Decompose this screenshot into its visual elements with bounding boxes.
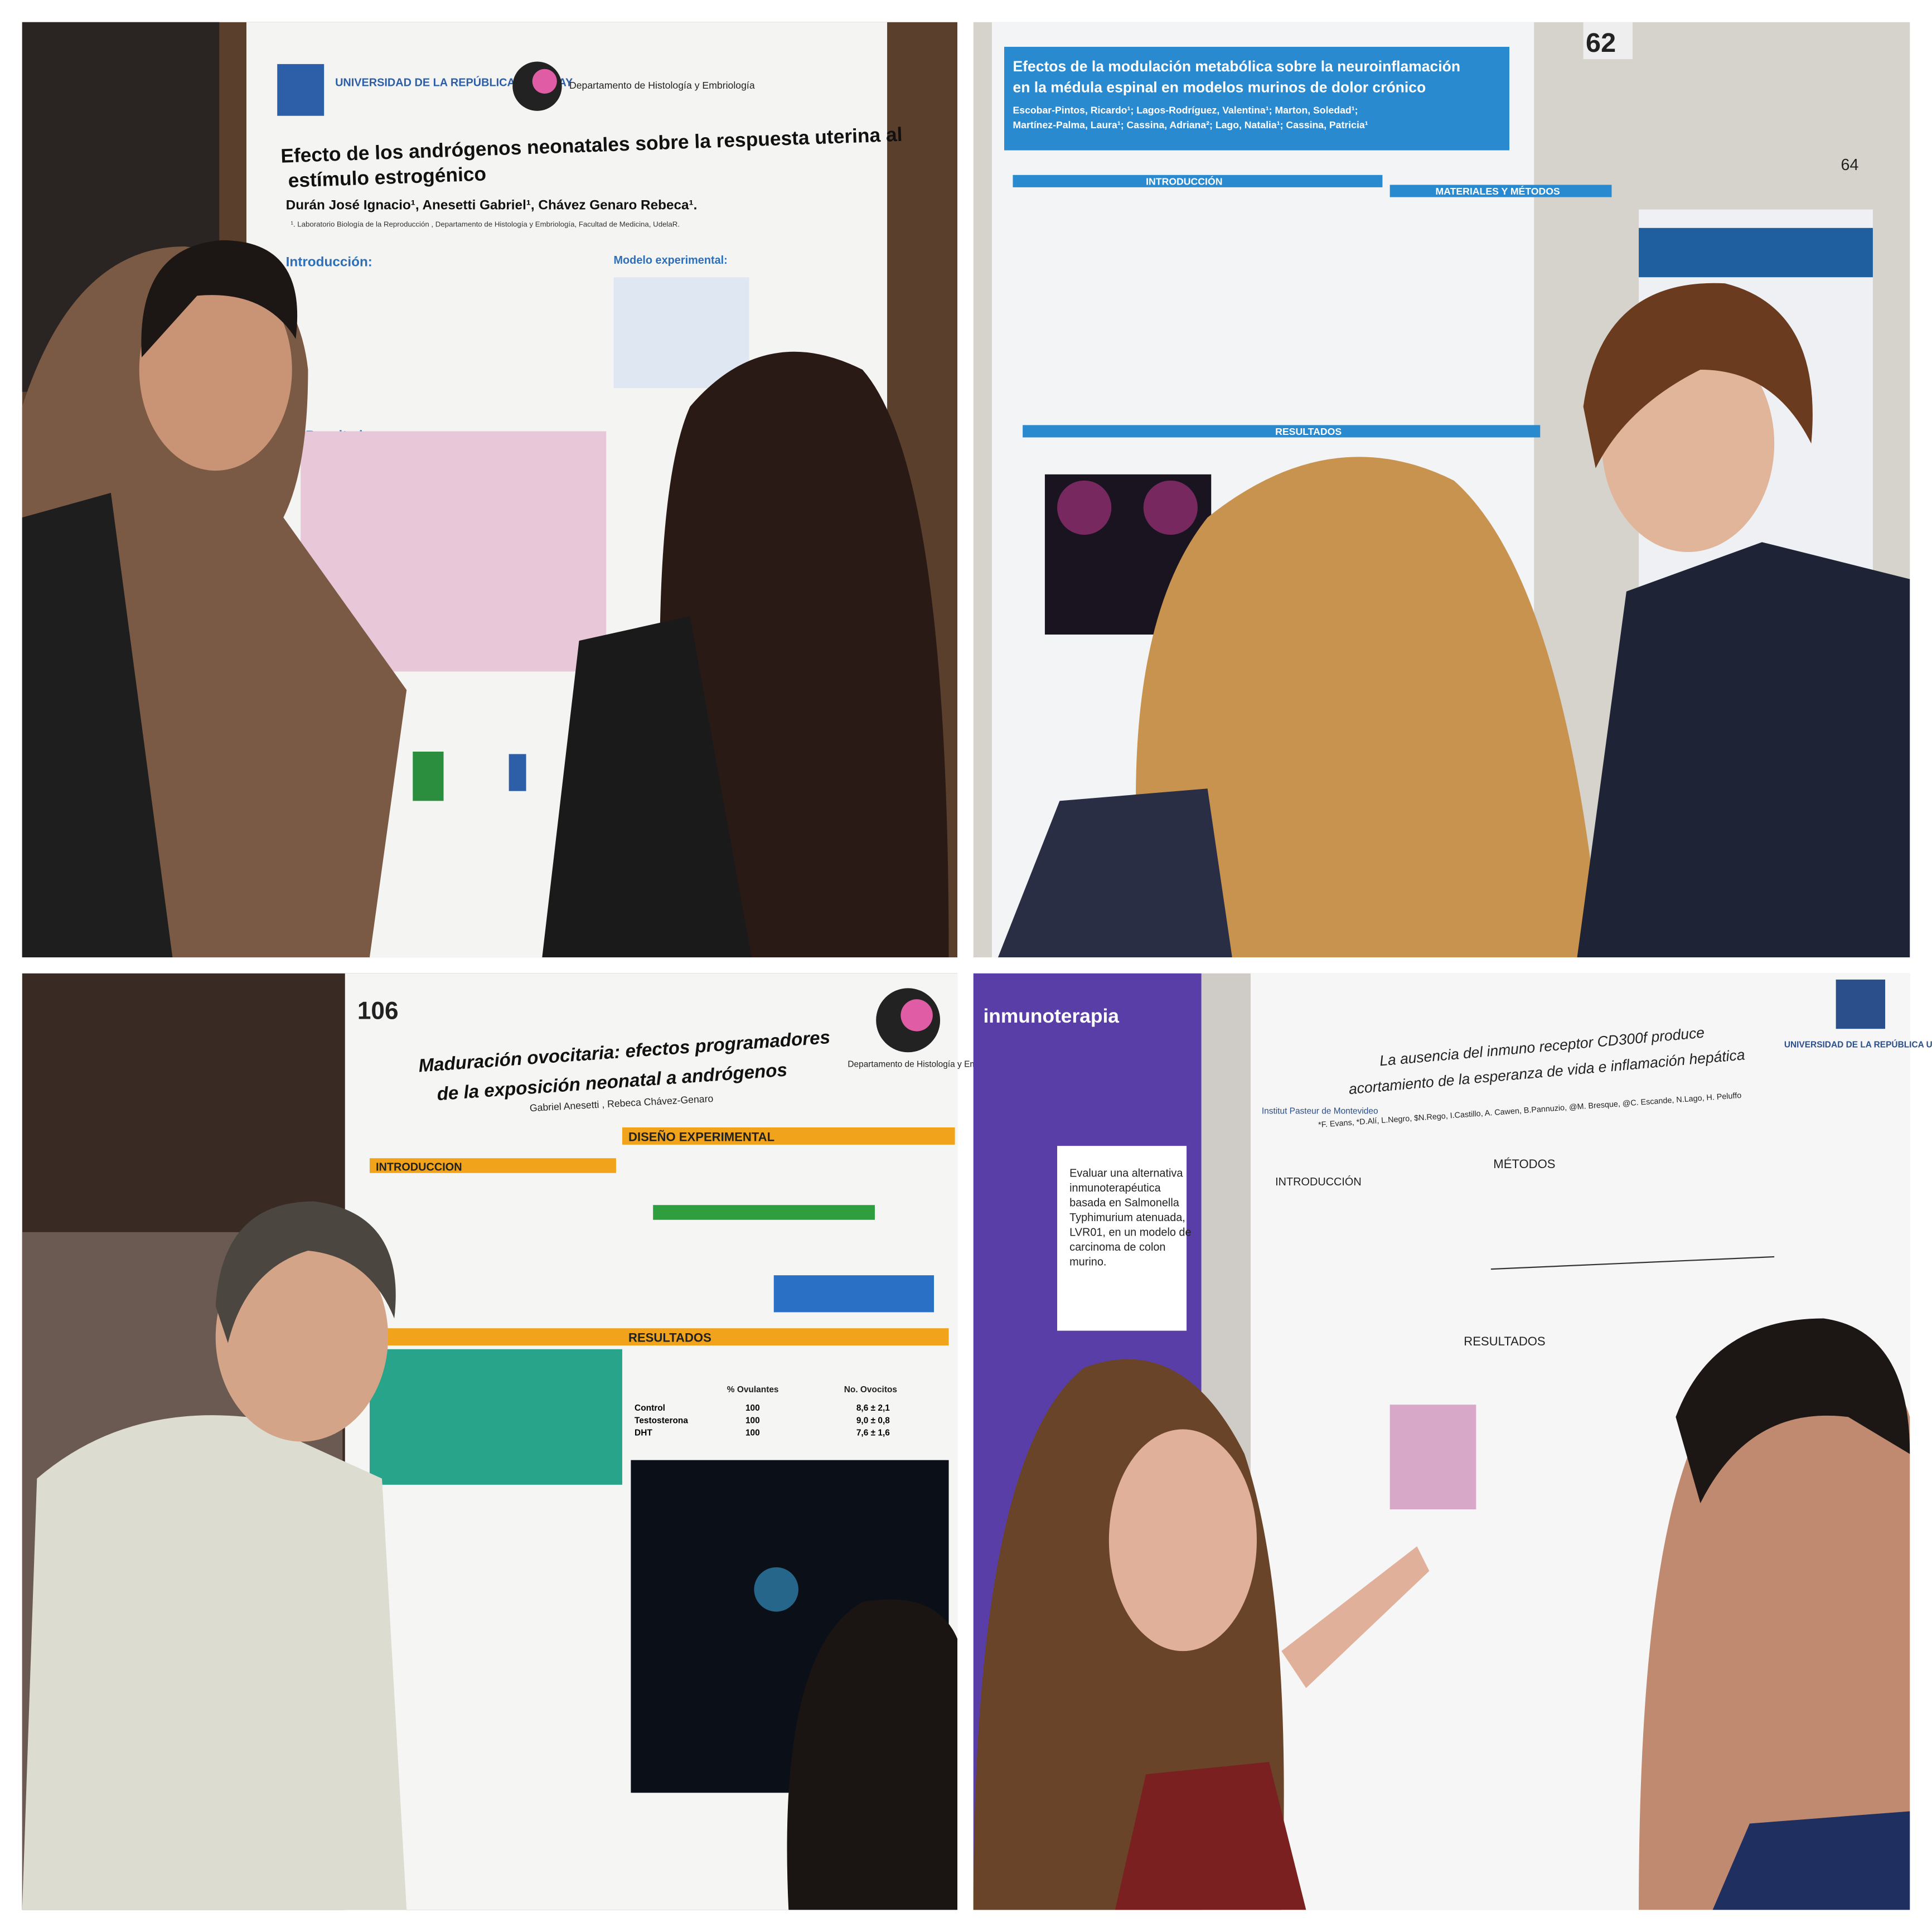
side-title: inmunoterapia <box>983 1005 1119 1027</box>
logo <box>277 64 325 116</box>
man-hair <box>1676 1318 1910 1503</box>
section-heading: RESULTADOS <box>1275 426 1342 437</box>
photo-2: 62 64 Efectos de la modulación metabólic… <box>973 22 1910 958</box>
table-cell: 8,6 ± 2,1 <box>856 1403 890 1413</box>
logo-text: Departamento de Histología y Embriología <box>848 1060 1010 1069</box>
man-shirt <box>1712 1811 1910 1910</box>
man-sweater <box>1577 542 1910 958</box>
affiliation: ¹. Laboratorio Biología de la Reproducci… <box>291 220 680 229</box>
table-cell: 100 <box>745 1403 760 1413</box>
table-cell: 9,0 ± 0,8 <box>856 1416 890 1425</box>
poster-number: 62 <box>1586 28 1616 58</box>
table: Control 100 8,6 ± 2,1 Testosterona 100 9… <box>635 1403 890 1437</box>
logo-text: Departamento de Histología y Embriología <box>569 80 755 91</box>
table-cell: Testosterona <box>635 1416 688 1425</box>
table-cell: Control <box>635 1403 665 1413</box>
man-hair <box>1583 283 1813 468</box>
section-band <box>1013 175 1383 187</box>
side-text-line: inmunoterapéutica <box>1069 1182 1161 1194</box>
man-face <box>1639 1357 1910 1910</box>
poster-number: 106 <box>357 998 399 1025</box>
logo-text: UNIVERSIDAD DE LA REPÚBLICA URUGUAY <box>1784 1039 1932 1049</box>
side-text-line: basada en Salmonella <box>1069 1197 1180 1209</box>
stain <box>1143 480 1198 535</box>
stain <box>754 1567 798 1612</box>
side-text-line: murino. <box>1069 1256 1106 1268</box>
section-heading: MÉTODOS <box>1493 1157 1555 1171</box>
authors: Durán José Ignacio¹, Anesetti Gabriel¹, … <box>286 198 698 213</box>
number-card <box>1583 22 1633 60</box>
table-cell: 7,6 ± 1,6 <box>856 1428 890 1437</box>
chart-bar <box>509 754 526 791</box>
logo <box>900 999 933 1032</box>
section-heading: INTRODUCCION <box>376 1161 462 1173</box>
table-header: No. Ovocitos <box>844 1385 897 1394</box>
logo <box>1836 979 1886 1029</box>
photo-3: 106 Departamento de Histología y Embriol… <box>22 973 1010 1910</box>
section-band <box>1023 425 1541 438</box>
analysis-box <box>773 1275 934 1313</box>
micrographs <box>1389 1405 1476 1510</box>
section-heading: Introducción: <box>286 254 372 269</box>
man-hair <box>215 1201 396 1343</box>
section-heading: RESULTADOS <box>628 1330 711 1344</box>
side-text: Evaluar una alternativa inmunoterapéutic… <box>1069 1167 1191 1268</box>
header-band <box>1639 227 1873 278</box>
side-text-line: carcinoma de colon <box>1069 1241 1165 1253</box>
diagram <box>613 277 749 389</box>
backpack <box>22 492 173 958</box>
poster-number: 64 <box>1841 156 1858 174</box>
woman-arm <box>1281 1546 1430 1688</box>
table-cell: DHT <box>635 1428 652 1437</box>
timeline <box>653 1205 875 1220</box>
section-heading: Modelo experimental: <box>613 254 727 267</box>
man-face <box>139 268 292 471</box>
timeline <box>1490 1256 1775 1270</box>
photo-4: inmunoterapia Evaluar una alternativa in… <box>973 973 1932 1910</box>
side-text-line: Evaluar una alternativa <box>1069 1167 1183 1179</box>
side-text-line: Typhimurium atenuada, <box>1069 1212 1185 1224</box>
table-cell: 100 <box>745 1416 760 1425</box>
woman-face <box>1108 1429 1257 1652</box>
logo <box>532 69 557 94</box>
woman-hair <box>660 351 949 958</box>
logo-text: Institut Pasteur de Montevideo <box>1262 1107 1378 1116</box>
section-band <box>1389 185 1612 197</box>
man-shirt <box>22 1415 407 1910</box>
side-text-line: LVR01, en un modelo de <box>1069 1226 1191 1238</box>
woman-hair <box>787 1599 958 1910</box>
title: en la médula espinal en modelos murinos … <box>1013 79 1426 96</box>
man-hair <box>141 240 298 357</box>
woman-hair <box>1136 457 1602 958</box>
photo-1: UNIVERSIDAD DE LA REPÚBLICA URUGUAY Depa… <box>22 22 958 958</box>
table-cell: 100 <box>745 1428 760 1437</box>
section-heading: INTRODUCCIÓN <box>1146 175 1222 187</box>
header-band <box>1004 46 1510 151</box>
section-band <box>375 1328 949 1346</box>
woman-jacket <box>542 616 752 958</box>
authors: Martínez-Palma, Laura¹; Cassina, Adriana… <box>1013 119 1368 130</box>
section-heading: INTRODUCCIÓN <box>1275 1175 1362 1188</box>
authors: Escobar-Pintos, Ricardo¹; Lagos-Rodrígue… <box>1013 104 1358 115</box>
man-face <box>215 1232 389 1442</box>
title: Efectos de la modulación metabólica sobr… <box>1013 58 1460 75</box>
chart-bar <box>413 751 444 801</box>
woman-top <box>998 788 1232 958</box>
results-box <box>369 1349 622 1485</box>
section-heading: RESULTADOS <box>1464 1334 1545 1348</box>
section-band <box>622 1127 955 1145</box>
section-band <box>369 1158 616 1173</box>
stain <box>1057 480 1112 535</box>
table-header: % Ovulantes <box>727 1385 779 1394</box>
woman-top <box>1115 1762 1306 1910</box>
side-box <box>1057 1146 1187 1331</box>
section-heading: DISEÑO EXPERIMENTAL <box>628 1130 774 1144</box>
section-heading: MATERIALES Y MÉTODOS <box>1435 185 1560 197</box>
